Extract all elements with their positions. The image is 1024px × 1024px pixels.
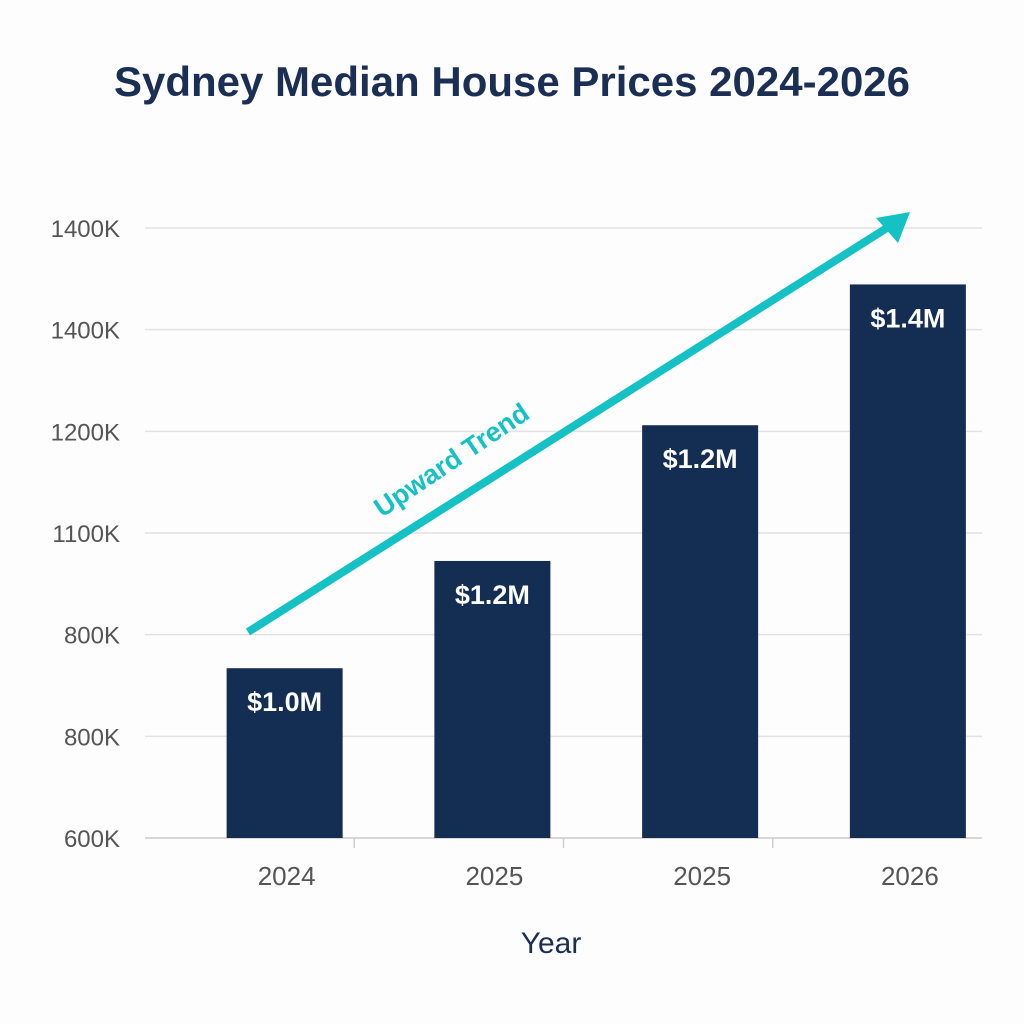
- trend-arrowhead-icon: [876, 212, 910, 243]
- bar: [849, 284, 966, 838]
- x-axis-title: Year: [521, 927, 582, 960]
- bar-value-label: $1.0M: [247, 687, 322, 717]
- trend-arrow-line: [245, 222, 893, 636]
- y-tick-label: 800K: [64, 724, 120, 751]
- bar-value-label: $1.2M: [455, 580, 530, 610]
- y-tick-label: 600K: [64, 826, 120, 853]
- bar: [434, 560, 551, 838]
- x-tick-label: 2025: [673, 861, 731, 891]
- y-tick-label: 1200K: [51, 419, 120, 446]
- chart-title: Sydney Median House Prices 2024-2026: [113, 58, 911, 105]
- bar-value-label: $1.4M: [870, 303, 945, 333]
- y-tick-label: 800K: [64, 623, 120, 650]
- y-tick-label: 1400K: [51, 216, 120, 243]
- y-tick-label: 1400K: [51, 318, 120, 345]
- x-tick-label: 2026: [881, 861, 939, 891]
- bar: [226, 668, 343, 838]
- bar-value-label: $1.2M: [663, 444, 738, 474]
- x-tick-label: 2025: [465, 861, 523, 891]
- y-tick-label: 1100K: [52, 521, 120, 548]
- bar: [642, 425, 759, 838]
- x-tick-label: 2024: [258, 861, 316, 891]
